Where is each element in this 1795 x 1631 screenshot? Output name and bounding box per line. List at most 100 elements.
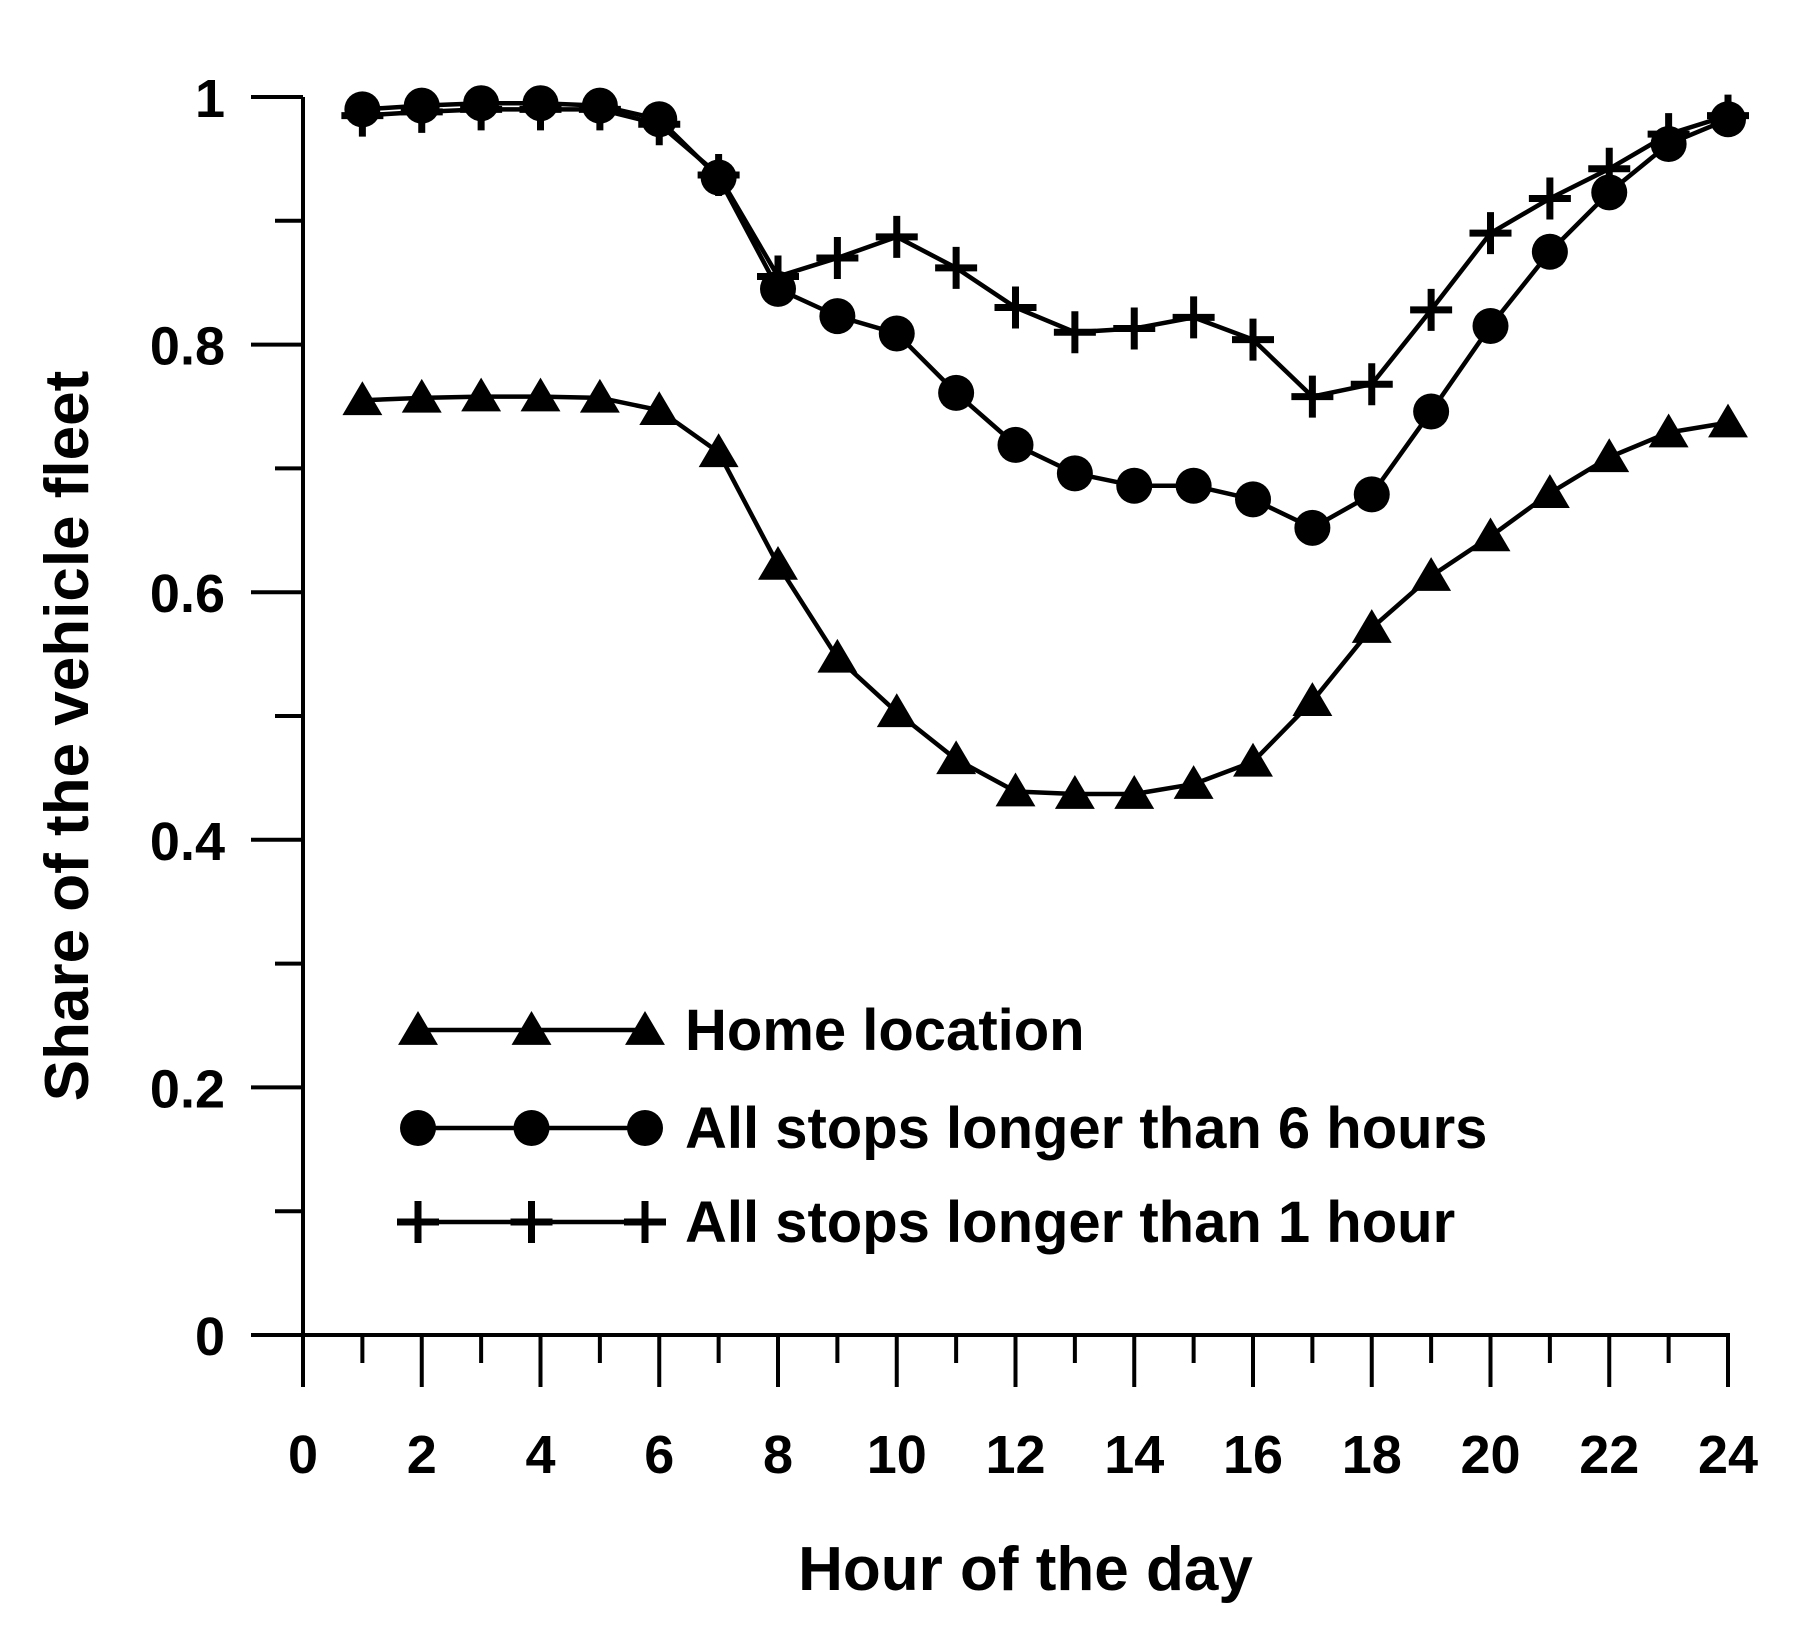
series-triangle <box>342 377 1748 809</box>
circle-marker <box>1056 455 1093 492</box>
triangle-marker <box>1351 609 1392 643</box>
y-tick-label: 0.6 <box>150 564 225 624</box>
plus-marker <box>400 90 443 133</box>
triangle-marker <box>1292 682 1333 716</box>
legend-item: All stops longer than 6 hours <box>400 1096 1487 1161</box>
circle-marker <box>997 426 1034 463</box>
y-tick-label: 1 <box>195 69 225 129</box>
circle-marker <box>1235 481 1271 518</box>
plus-marker <box>460 88 503 131</box>
series-line <box>362 100 1729 531</box>
triangle-marker <box>520 377 561 412</box>
triangle-marker <box>1589 438 1630 473</box>
x-tick-label: 8 <box>763 1425 793 1485</box>
plus-marker <box>1469 212 1512 255</box>
circle-marker <box>1531 233 1568 270</box>
circle-marker <box>1175 467 1212 504</box>
circle-marker <box>1591 174 1628 211</box>
x-tick-label: 6 <box>644 1425 674 1485</box>
plus-marker <box>697 153 740 196</box>
circle-marker <box>938 374 975 411</box>
triangle-marker <box>817 638 858 673</box>
triangle-marker <box>579 378 620 413</box>
x-tick-label: 2 <box>407 1425 437 1485</box>
series-line <box>362 107 1729 399</box>
plus-marker <box>875 215 918 258</box>
plus-marker <box>638 103 681 146</box>
triangle-marker <box>1173 765 1214 799</box>
triangle-marker <box>342 381 383 416</box>
triangle-marker <box>461 377 502 412</box>
triangle-marker <box>995 772 1036 807</box>
x-tick-label: 22 <box>1579 1425 1639 1485</box>
plus-marker <box>1113 307 1156 350</box>
series-circle <box>344 85 1746 546</box>
triangle-marker <box>758 545 798 580</box>
triangle-marker <box>1114 774 1155 809</box>
x-tick-label: 14 <box>1104 1425 1164 1485</box>
circle-marker <box>1353 476 1390 513</box>
triangle-marker <box>511 1011 552 1045</box>
plus-marker <box>341 94 384 137</box>
plus-marker <box>1410 288 1453 331</box>
plus-marker <box>1588 147 1631 190</box>
plus-marker <box>1350 363 1393 406</box>
legend-item: All stops longer than 1 hour <box>397 1190 1455 1255</box>
x-tick-label: 10 <box>867 1425 927 1485</box>
x-tick-label: 20 <box>1460 1425 1520 1485</box>
plus-marker <box>1528 177 1571 220</box>
x-axis-title: Hour of the day <box>798 1535 1253 1604</box>
series-plus <box>341 88 1749 418</box>
circle-marker <box>1413 393 1450 430</box>
x-tick-label: 18 <box>1342 1425 1402 1485</box>
plus-marker <box>757 255 799 298</box>
circle-marker <box>878 315 915 352</box>
plus-marker <box>1291 375 1334 418</box>
legend-item: Home location <box>398 998 1085 1063</box>
triangle-marker <box>625 1011 665 1045</box>
plus-marker <box>510 1201 553 1243</box>
circle-marker <box>627 1110 663 1146</box>
plus-marker <box>935 246 978 289</box>
circle-marker <box>1472 308 1509 345</box>
x-tick-label: 16 <box>1223 1425 1283 1485</box>
triangle-marker <box>401 378 442 413</box>
x-tick-label: 12 <box>985 1425 1045 1485</box>
x-tick-label: 4 <box>525 1425 555 1485</box>
axes: 00.20.40.60.810 2 4 6 8 10 12 14 16 18 20 22 24 <box>150 69 1758 1485</box>
y-tick-label: 0.2 <box>150 1059 225 1119</box>
circle-marker <box>400 1110 436 1146</box>
series-line <box>362 394 1729 797</box>
triangle-marker <box>936 740 977 775</box>
triangle-marker <box>1470 517 1511 552</box>
circle-marker <box>819 298 856 335</box>
y-tick-label: 0 <box>195 1307 225 1367</box>
plus-marker <box>1647 113 1690 156</box>
triangle-marker <box>1233 742 1273 777</box>
circle-marker <box>1116 467 1153 504</box>
triangle-marker <box>1529 474 1570 508</box>
y-tick-label: 0.4 <box>150 812 225 872</box>
triangle-marker <box>698 433 739 468</box>
triangle-marker <box>1054 774 1095 809</box>
x-tick-label: 0 <box>288 1425 318 1485</box>
triangle-marker <box>1411 557 1452 591</box>
plus-marker <box>578 88 621 131</box>
plus-marker <box>624 1201 666 1243</box>
triangle-marker <box>398 1011 438 1045</box>
circle-marker <box>1294 509 1331 546</box>
plus-marker <box>1232 318 1274 361</box>
x-tick-label: 24 <box>1698 1425 1758 1485</box>
legend: Home location All stops longer than 6 hou… <box>397 998 1487 1255</box>
legend-label: All stops longer than 1 hour <box>685 1190 1455 1255</box>
plus-marker <box>1053 311 1096 354</box>
plus-marker <box>1172 296 1215 339</box>
series-layer <box>341 85 1749 809</box>
plus-marker <box>519 88 562 131</box>
triangle-marker <box>1708 403 1748 438</box>
plus-marker <box>397 1201 439 1243</box>
plus-marker <box>1707 94 1749 137</box>
legend-label: Home location <box>685 998 1085 1063</box>
triangle-marker <box>876 693 917 728</box>
